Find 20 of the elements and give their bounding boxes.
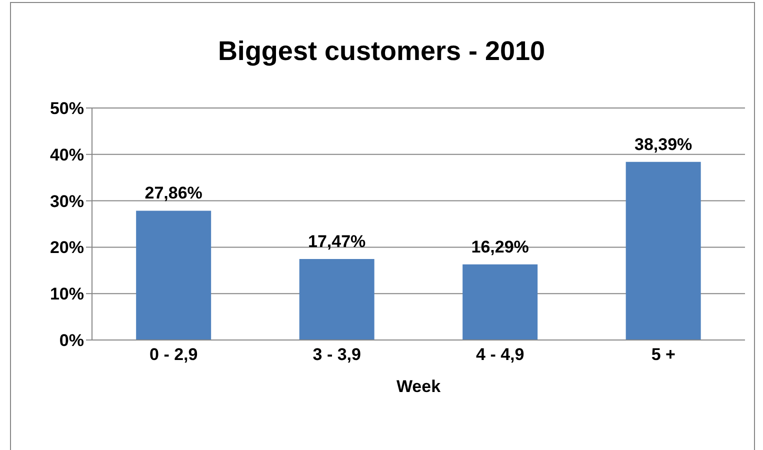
y-tick-label: 40% (50, 145, 84, 164)
x-tick-label: 0 - 2,9 (150, 345, 198, 364)
x-tick-label: 3 - 3,9 (312, 345, 361, 364)
bar (462, 264, 538, 340)
data-label: 38,39% (634, 134, 692, 154)
x-tick-label: 5 + (651, 345, 676, 364)
y-tick-label: 50% (50, 99, 84, 118)
data-label: 17,47% (308, 232, 366, 251)
y-tick-label: 30% (50, 192, 84, 211)
y-tick-label: 0% (59, 331, 84, 350)
bar (299, 258, 374, 340)
y-tick-label: 20% (50, 238, 84, 258)
bar (136, 210, 212, 340)
chart-title: Biggest customers - 2010 (216, 36, 546, 67)
data-label: 16,29% (471, 237, 529, 256)
data-label: 27,86% (144, 184, 202, 203)
y-tick-label: 10% (50, 284, 84, 304)
x-tick-label: 4 - 4,9 (476, 345, 524, 364)
bar (626, 162, 701, 340)
x-axis-title: Week (396, 377, 442, 396)
